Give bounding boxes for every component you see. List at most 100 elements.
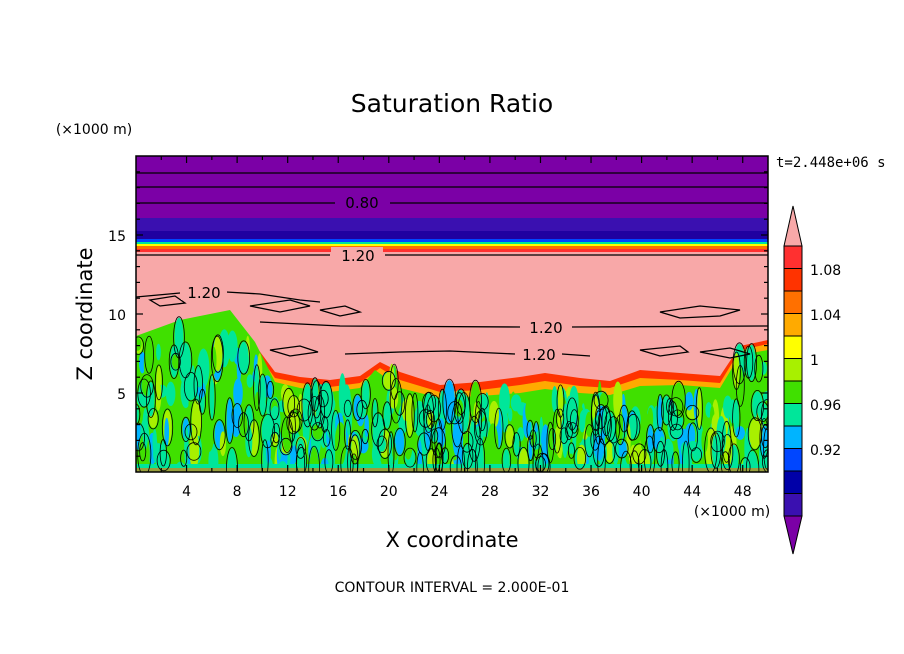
turbulence-contour — [555, 408, 565, 429]
turbulence-contour — [661, 394, 673, 426]
turbulence-patch — [723, 395, 733, 419]
turbulence-contour — [739, 457, 751, 472]
colorbar-high-arrow — [783, 205, 803, 247]
turbulence-contour — [607, 416, 620, 444]
turbulence-contour — [746, 343, 757, 383]
turbulence-patch — [233, 378, 243, 408]
turbulence-patch — [755, 356, 762, 381]
turbulence-patch — [372, 413, 384, 446]
chart-title: Saturation Ratio — [351, 89, 553, 118]
contour-line-closed-6 — [249, 299, 311, 313]
turbulence-contour — [671, 451, 680, 472]
turbulence-contour — [529, 429, 537, 448]
turbulence-patch — [551, 386, 558, 413]
turbulence-patch — [508, 407, 513, 422]
turbulence-patch — [687, 440, 699, 454]
turbulence-contour — [643, 435, 656, 472]
colorbar-segment — [783, 245, 803, 269]
turbulence-patch — [142, 408, 149, 450]
turbulence-contour — [431, 427, 446, 459]
turbulence-contour — [136, 336, 144, 355]
turbulence-contour — [548, 427, 557, 450]
turbulence-contour — [270, 431, 280, 448]
turbulence-patch — [227, 363, 232, 381]
turbulence-contour — [231, 403, 244, 428]
turbulence-contour — [456, 388, 467, 415]
turbulence-patch — [246, 374, 254, 388]
turbulence-contour — [656, 394, 664, 432]
turbulence-contour — [710, 432, 722, 469]
surface-layer-edge — [136, 468, 768, 472]
turbulence-contour — [695, 387, 703, 430]
turbulence-contour — [314, 395, 326, 429]
turbulence-patch — [184, 425, 189, 467]
colorbar-tick-label: 1 — [810, 353, 819, 369]
turbulence-contour — [237, 340, 251, 375]
turbulence-patch — [145, 337, 153, 373]
turbulence-contour — [615, 438, 629, 459]
turbulence-contour — [451, 402, 464, 448]
turbulence-patch — [647, 425, 654, 452]
turbulence-contour — [319, 380, 333, 419]
turbulence-contour — [147, 408, 159, 430]
turbulence-contour — [569, 409, 579, 434]
turbulence-patch — [268, 382, 273, 398]
turbulence-contour — [559, 427, 569, 444]
turbulence-contour — [619, 404, 629, 433]
turbulence-patch — [733, 353, 740, 389]
turbulence-contour — [763, 427, 768, 470]
turbulence-patch — [259, 375, 266, 416]
turbulence-contour — [422, 391, 434, 433]
turbulence-contour — [567, 442, 575, 459]
turbulence-patch — [562, 431, 568, 459]
turbulence-contour — [732, 398, 741, 438]
turbulence-contour — [159, 439, 167, 467]
turbulence-contour — [376, 435, 388, 454]
turbulence-contour — [356, 399, 368, 420]
turbulence-contour — [389, 378, 403, 424]
turbulence-patch — [525, 398, 534, 423]
turbulence-contour — [546, 421, 555, 463]
turbulence-patch — [685, 391, 694, 411]
turbulence-patch — [345, 401, 351, 416]
turbulence-contour — [137, 432, 152, 472]
turbulence-contour — [687, 422, 699, 452]
turbulence-contour — [360, 378, 371, 410]
turbulence-contour — [139, 442, 147, 462]
turbulence-contour — [512, 432, 521, 457]
turbulence-patch — [749, 418, 761, 449]
turbulence-contour — [721, 420, 732, 463]
turbulence-contour — [556, 384, 565, 418]
turbulence-contour — [308, 445, 320, 472]
turbulence-contour — [331, 409, 341, 451]
turbulence-patch — [513, 433, 520, 456]
colorbar-segments — [783, 205, 803, 555]
turbulence-contour — [261, 439, 269, 472]
turbulence-patch — [239, 413, 248, 436]
turbulence-contour — [281, 416, 294, 453]
x-tick-label: 40 — [633, 484, 651, 500]
turbulence-contour — [750, 389, 765, 421]
turbulence-contour — [652, 427, 666, 454]
turbulence-contour — [494, 407, 504, 450]
turbulence-contour — [411, 392, 419, 433]
turbulence-patch — [737, 381, 744, 405]
y-axis-tick-labels: 5 10 15 — [108, 229, 126, 403]
colorbar-tick-label: 0.92 — [810, 443, 841, 459]
turbulence-contour — [425, 409, 435, 430]
turbulence-contour — [296, 443, 306, 472]
contour-label-1.20: 1.20 — [529, 319, 562, 337]
turbulence-contour — [286, 411, 301, 435]
gradient-band-4 — [136, 246, 768, 249]
turbulence-patch — [227, 330, 238, 362]
contour-line-closed-3 — [639, 345, 690, 357]
turbulence-patch — [452, 418, 464, 458]
turbulence-patch — [431, 430, 437, 443]
turbulence-contour — [289, 408, 303, 433]
y-tick-label: 5 — [117, 387, 126, 403]
turbulence-contour — [537, 453, 551, 472]
contour-line-1.20-c — [344, 350, 591, 357]
turbulence-contour — [301, 382, 314, 428]
turbulence-patch — [156, 343, 161, 361]
turbulence-patch — [487, 423, 499, 467]
